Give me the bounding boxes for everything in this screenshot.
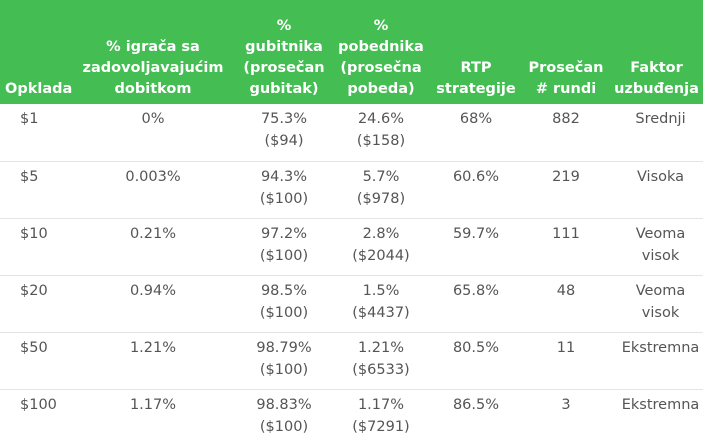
cell-excitement: Ekstremna: [621, 396, 700, 413]
cell-rtp: 68%: [459, 111, 493, 127]
cell-bet: $5: [20, 168, 39, 185]
cell-satisfied: 0.003%: [125, 168, 181, 185]
cell-rtp: 59.7%: [452, 225, 500, 242]
cell-bet: $20: [20, 282, 48, 299]
cell-excitement: Veoma visok: [635, 282, 686, 321]
cell-rounds: 11: [556, 339, 576, 356]
cell-excitement: Veoma visok: [635, 225, 686, 264]
cell-winners: 1.5% ($4437): [352, 282, 410, 321]
cell-losers: 98.83% ($100): [256, 396, 312, 435]
header-winners: % pobednika (prosečna pobeda): [338, 18, 424, 97]
cell-bet: $10: [20, 225, 48, 242]
table-body: $1 0% 75.3% ($94) 24.6% ($158) 68% 882 Sre…: [0, 104, 703, 446]
cell-winners: 2.8% ($2044): [352, 225, 410, 264]
table-row: $1 0% 75.3% ($94) 24.6% ($158) 68% 882 Sre…: [0, 104, 703, 161]
table-row: $100 1.17% 98.83% ($100) 1.17% ($7291) 86.…: [0, 389, 703, 446]
table-row: $5 0.003% 94.3% ($100) 5.7% ($978) 60.6% 2…: [0, 161, 703, 218]
table-row: $20 0.94% 98.5% ($100) 1.5% ($4437) 65.8% …: [0, 275, 703, 332]
cell-excitement: Ekstremna: [621, 339, 700, 356]
cell-satisfied: 1.21%: [129, 339, 177, 356]
cell-losers: 75.3% ($94): [260, 111, 308, 149]
table-header-row: Opklada % igrača sa zadovoljavajućim dob…: [0, 0, 703, 104]
cell-winners: 1.17% ($7291): [352, 396, 410, 435]
header-bet: Opklada: [5, 81, 73, 97]
cell-losers: 98.5% ($100): [259, 282, 309, 321]
cell-winners: 5.7% ($978): [356, 168, 406, 207]
cell-satisfied: 1.17%: [129, 396, 177, 413]
table-row: $50 1.21% 98.79% ($100) 1.21% ($6533) 80.5…: [0, 332, 703, 389]
table-row: $10 0.21% 97.2% ($100) 2.8% ($2044) 59.7% …: [0, 218, 703, 275]
cell-bet: $1: [20, 111, 39, 127]
header-satisfied-players: % igrača sa zadovoljavajućim dobitkom: [82, 39, 224, 97]
header-excitement: Faktor uzbuđenja: [614, 60, 699, 97]
cell-winners: 1.21% ($6533): [352, 339, 410, 378]
header-rtp: RTP strategije: [436, 60, 516, 97]
cell-satisfied: 0.21%: [129, 225, 177, 242]
cell-rtp: 80.5%: [452, 339, 500, 356]
cell-bet: $100: [20, 396, 57, 413]
cell-losers: 94.3% ($100): [259, 168, 309, 207]
cell-satisfied: 0.94%: [129, 282, 177, 299]
cell-losers: 98.79% ($100): [256, 339, 312, 378]
header-losers: % gubitnika (prosečan gubitak): [243, 18, 325, 97]
cell-excitement: Visoka: [636, 168, 685, 185]
cell-rtp: 86.5%: [452, 396, 500, 413]
header-avg-rounds: Prosečan # rundi: [528, 60, 604, 97]
cell-winners: 24.6% ($158): [356, 111, 406, 149]
cell-excitement: Srednji: [635, 111, 686, 127]
cell-losers: 97.2% ($100): [259, 225, 309, 264]
cell-rtp: 60.6%: [452, 168, 500, 185]
cell-rounds: 882: [552, 111, 580, 127]
cell-rounds: 219: [552, 168, 580, 185]
cell-rounds: 3: [561, 396, 571, 413]
cell-bet: $50: [20, 339, 48, 356]
cell-rtp: 65.8%: [452, 282, 500, 299]
cell-rounds: 111: [552, 225, 580, 242]
cell-satisfied: 0%: [141, 111, 165, 127]
cell-rounds: 48: [556, 282, 576, 299]
